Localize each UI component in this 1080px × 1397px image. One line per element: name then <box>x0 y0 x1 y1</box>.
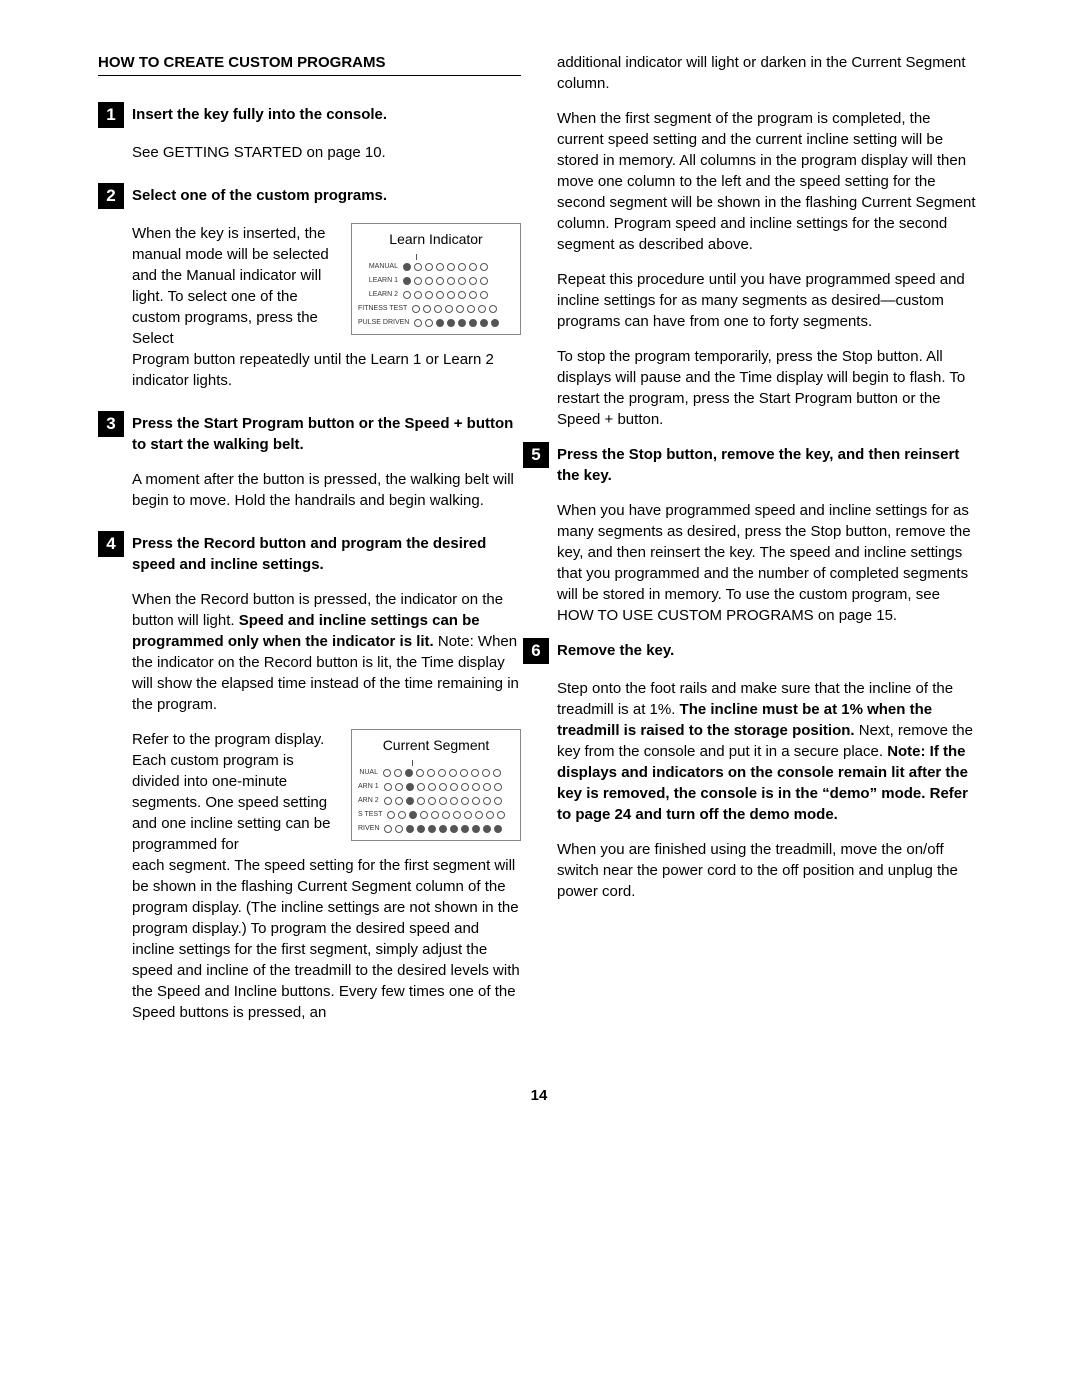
step-4-text-2a: Refer to the program display. Each custo… <box>132 731 330 853</box>
step-2-text-a: When the key is inserted, the manual mod… <box>132 225 329 347</box>
page-number: 14 <box>98 1085 980 1106</box>
learn-indicator-figure: Learn Indicator MANUALLEARN 1LEARN 2FITN… <box>351 223 521 335</box>
step-3-heading: 3 Press the Start Program button or the … <box>98 413 521 455</box>
step-6-heading: 6 Remove the key. <box>523 640 980 664</box>
diagram2-title: Current Segment <box>358 736 514 756</box>
step-1-title: Insert the key fully into the console. <box>132 104 387 125</box>
step-number-box: 4 <box>98 531 124 557</box>
step-2-text-b: Program button repeatedly until the Lear… <box>132 351 494 389</box>
step-6-para1: Step onto the foot rails and make sure t… <box>557 678 980 825</box>
step-number-box: 5 <box>523 442 549 468</box>
step-4-body: When the Record button is pressed, the i… <box>98 589 521 1023</box>
step-4-text-2b: each segment. The speed setting for the … <box>132 857 520 1021</box>
right-p2: Repeat this procedure until you have pro… <box>557 269 980 332</box>
right-p3: To stop the program temporarily, press t… <box>557 346 980 430</box>
section-title: HOW TO CREATE CUSTOM PROGRAMS <box>98 52 521 76</box>
left-column: HOW TO CREATE CUSTOM PROGRAMS 1 Insert t… <box>98 52 521 1045</box>
step-number-box: 2 <box>98 183 124 209</box>
step-number-box: 3 <box>98 411 124 437</box>
right-p0: additional indicator will light or darke… <box>557 52 980 94</box>
current-segment-figure: Current Segment NUALARN 1ARN 2S TESTRIVE… <box>351 729 521 841</box>
step-5-title: Press the Stop button, remove the key, a… <box>557 444 980 486</box>
right-column: additional indicator will light or darke… <box>557 52 980 1045</box>
step-1-body: See GETTING STARTED on page 10. <box>98 142 521 163</box>
step-1-heading: 1 Insert the key fully into the console. <box>98 104 521 128</box>
step-2-body: Learn Indicator MANUALLEARN 1LEARN 2FITN… <box>98 223 521 391</box>
step-4-heading: 4 Press the Record button and program th… <box>98 533 521 575</box>
step-number-box: 1 <box>98 102 124 128</box>
step-6-title: Remove the key. <box>557 640 674 661</box>
right-p1: When the first segment of the program is… <box>557 108 980 255</box>
step-2-title: Select one of the custom programs. <box>132 185 387 206</box>
step-4-para1: When the Record button is pressed, the i… <box>132 589 521 715</box>
step-3-title: Press the Start Program button or the Sp… <box>132 413 521 455</box>
step-5-text: When you have programmed speed and incli… <box>557 500 980 626</box>
step-2-heading: 2 Select one of the custom programs. <box>98 185 521 209</box>
two-column-layout: HOW TO CREATE CUSTOM PROGRAMS 1 Insert t… <box>98 52 980 1045</box>
diagram-title: Learn Indicator <box>358 230 514 250</box>
step-3-body: A moment after the button is pressed, th… <box>98 469 521 511</box>
step-6-para2: When you are finished using the treadmil… <box>557 839 980 902</box>
step-5-heading: 5 Press the Stop button, remove the key,… <box>523 444 980 486</box>
step-3-text: A moment after the button is pressed, th… <box>132 469 521 511</box>
step-1-text: See GETTING STARTED on page 10. <box>132 142 521 163</box>
step-4-title: Press the Record button and program the … <box>132 533 521 575</box>
step-number-box: 6 <box>523 638 549 664</box>
